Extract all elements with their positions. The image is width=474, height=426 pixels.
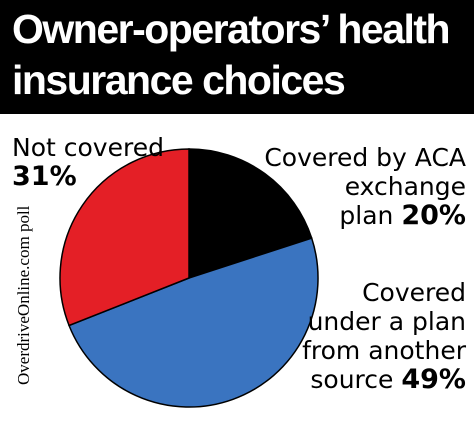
slice-label-not-covered: Not covered 31% <box>12 133 164 191</box>
chart-title-line-1: Owner-operators’ health <box>12 6 451 52</box>
slice-label-other-line-4: source <box>310 365 394 394</box>
slice-value-not-covered: 31% <box>12 161 77 192</box>
slice-label-other-source: Covered under a plan from another source… <box>302 278 466 394</box>
pie-slice-other-source <box>68 237 319 408</box>
slice-label-other-line-2: under a plan <box>307 307 466 336</box>
slice-label-other-line-3: from another <box>302 336 466 365</box>
source-note: OverdriveOnline.com poll <box>14 205 33 385</box>
slice-value-other-source: 49% <box>401 364 466 395</box>
chart-title: Owner-operators’ health insurance choice… <box>0 0 474 114</box>
chart-title-line-2: insurance choices <box>12 57 346 103</box>
slice-label-aca-line-1: Covered by ACA <box>264 143 466 172</box>
slice-label-not-covered-text: Not covered <box>12 133 164 162</box>
pie-slice-aca-exchange <box>188 148 313 280</box>
slice-label-aca-line-3: plan <box>339 201 394 230</box>
slice-label-other-line-1: Covered <box>362 278 466 307</box>
slice-value-aca: 20% <box>401 200 466 231</box>
slice-label-aca-line-2: exchange <box>344 172 466 201</box>
slice-label-aca: Covered by ACA exchange plan 20% <box>264 143 466 230</box>
pie-slice-not-covered <box>59 148 190 327</box>
